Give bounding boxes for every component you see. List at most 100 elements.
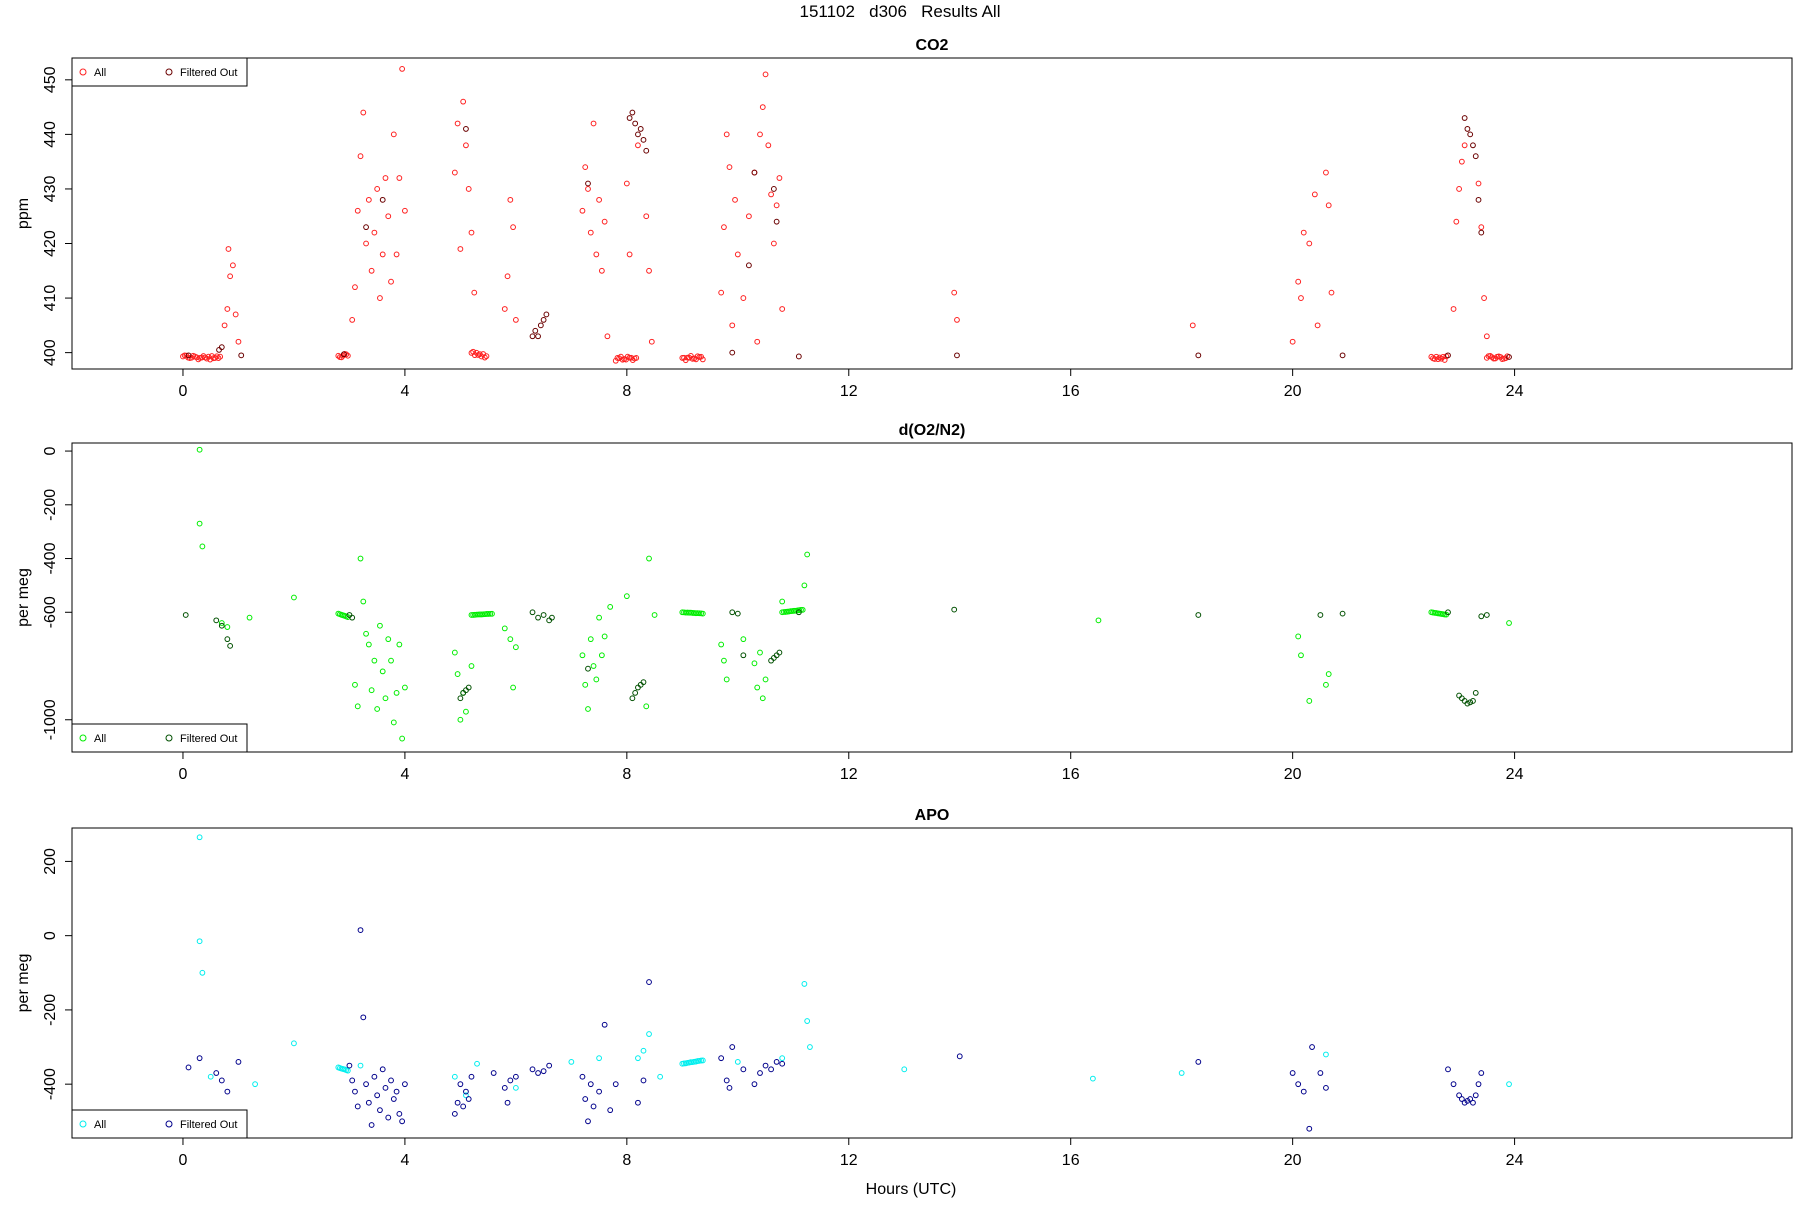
data-point-filtered bbox=[529, 333, 536, 340]
data-point-all bbox=[601, 633, 608, 640]
data-point-filtered bbox=[490, 1070, 497, 1076]
data-point-all bbox=[481, 354, 488, 361]
data-point-all bbox=[759, 104, 766, 111]
data-point-all bbox=[402, 207, 408, 214]
data-point-filtered bbox=[585, 1118, 591, 1125]
data-point-all bbox=[635, 1055, 641, 1062]
data-point-all bbox=[732, 196, 738, 203]
data-point-all bbox=[1481, 295, 1487, 301]
data-point-all bbox=[371, 657, 378, 664]
data-point-filtered bbox=[773, 1058, 780, 1065]
data-point-filtered bbox=[512, 1073, 519, 1080]
data-point-filtered bbox=[185, 1064, 192, 1071]
data-point-all bbox=[352, 284, 358, 291]
data-point-filtered bbox=[729, 609, 736, 616]
data-point-filtered bbox=[396, 1110, 403, 1117]
data-point-all bbox=[1311, 191, 1318, 198]
legend-label: All bbox=[94, 1119, 106, 1131]
data-point-filtered bbox=[629, 109, 636, 116]
data-point-all bbox=[643, 703, 650, 710]
data-point-all bbox=[648, 338, 655, 345]
data-point-all bbox=[1506, 620, 1512, 626]
data-point-all bbox=[1328, 289, 1335, 296]
data-point-all bbox=[468, 229, 475, 236]
x-tick-label: 4 bbox=[400, 1152, 409, 1169]
data-point-all bbox=[587, 229, 594, 236]
data-point-filtered bbox=[646, 979, 652, 985]
data-point-filtered bbox=[218, 1077, 225, 1084]
x-tick-label: 4 bbox=[400, 383, 409, 400]
data-points bbox=[180, 66, 1512, 364]
data-point-all bbox=[801, 981, 808, 987]
data-point-all bbox=[487, 610, 494, 617]
data-point-all bbox=[640, 1047, 647, 1054]
data-point-filtered bbox=[1458, 1096, 1465, 1102]
data-point-all bbox=[451, 169, 458, 176]
data-point-filtered bbox=[776, 649, 783, 656]
x-tick-label: 24 bbox=[1506, 383, 1524, 400]
data-point-filtered bbox=[1506, 354, 1512, 360]
data-point-filtered bbox=[637, 681, 644, 688]
data-point-all bbox=[598, 652, 605, 659]
data-point-all bbox=[1300, 229, 1307, 236]
data-point-filtered bbox=[746, 262, 752, 269]
y-tick-label: -400 bbox=[42, 542, 59, 574]
data-point-filtered bbox=[1309, 1044, 1315, 1050]
data-point-all bbox=[199, 543, 206, 550]
data-point-all bbox=[951, 289, 958, 296]
x-tick-label: 12 bbox=[840, 383, 858, 400]
data-point-all bbox=[365, 196, 372, 203]
data-point-all bbox=[377, 622, 383, 629]
data-point-all bbox=[759, 695, 766, 702]
data-point-filtered bbox=[457, 1081, 464, 1088]
data-point-all bbox=[1090, 1075, 1096, 1082]
data-point-filtered bbox=[1464, 126, 1471, 132]
data-point-filtered bbox=[349, 614, 356, 621]
data-point-all bbox=[354, 703, 361, 710]
data-point-all bbox=[1458, 158, 1465, 165]
data-point-all bbox=[512, 1084, 519, 1091]
legend-marker bbox=[79, 1120, 87, 1128]
x-tick-label: 16 bbox=[1062, 766, 1080, 783]
y-tick-label: 450 bbox=[42, 66, 59, 93]
data-point-all bbox=[596, 614, 602, 621]
data-point-filtered bbox=[795, 353, 802, 360]
data-point-filtered bbox=[216, 347, 222, 353]
data-point-all bbox=[646, 267, 652, 274]
data-point-filtered bbox=[751, 1081, 758, 1088]
data-point-all bbox=[470, 348, 477, 355]
y-tick-label: 200 bbox=[42, 848, 59, 875]
data-point-all bbox=[507, 196, 514, 203]
data-point-all bbox=[1323, 681, 1329, 688]
data-point-filtered bbox=[612, 1081, 619, 1088]
data-point-filtered bbox=[1295, 1081, 1302, 1088]
data-point-all bbox=[512, 644, 519, 651]
data-point-all bbox=[768, 191, 774, 198]
data-point-filtered bbox=[729, 1044, 736, 1050]
data-point-all bbox=[582, 681, 589, 688]
data-point-filtered bbox=[1456, 692, 1462, 699]
x-tick-label: 12 bbox=[840, 1152, 858, 1169]
data-point-all bbox=[227, 273, 234, 280]
data-point-filtered bbox=[751, 169, 758, 176]
data-point-filtered bbox=[1306, 1125, 1313, 1132]
data-point-all bbox=[598, 267, 605, 274]
data-point-all bbox=[343, 351, 350, 358]
data-point-filtered bbox=[1472, 1092, 1479, 1099]
data-point-all bbox=[382, 175, 389, 181]
data-point-all bbox=[501, 625, 508, 632]
data-point-all bbox=[230, 262, 236, 269]
data-point-all bbox=[291, 594, 297, 601]
y-tick-label: -400 bbox=[42, 1068, 59, 1100]
data-point-all bbox=[474, 1060, 480, 1067]
data-point-filtered bbox=[740, 652, 747, 659]
data-point-all bbox=[393, 251, 400, 258]
data-point-filtered bbox=[540, 1068, 547, 1075]
data-point-filtered bbox=[540, 612, 547, 618]
data-point-filtered bbox=[377, 1107, 383, 1114]
data-point-filtered bbox=[535, 333, 541, 340]
data-point-all bbox=[368, 687, 375, 694]
data-point-filtered bbox=[546, 617, 553, 624]
data-point-all bbox=[723, 131, 730, 138]
y-tick-label: 440 bbox=[42, 121, 59, 148]
